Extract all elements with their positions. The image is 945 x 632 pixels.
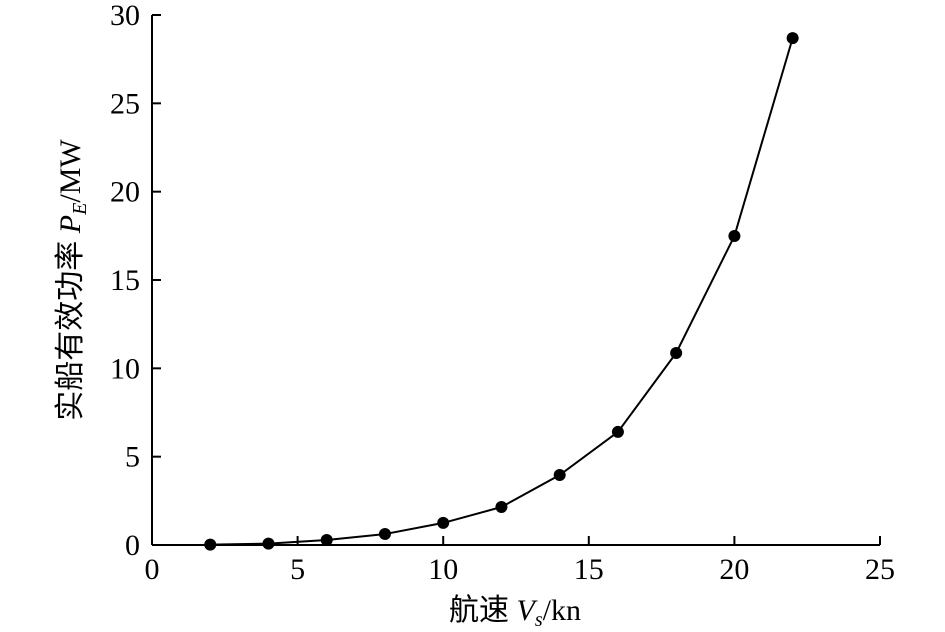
x-tick-label: 5: [290, 553, 305, 586]
point: [378, 528, 391, 541]
x-tick-label: 25: [865, 553, 895, 586]
y-tick-label: 5: [125, 441, 140, 474]
x-tick-label: 15: [574, 553, 604, 586]
point: [204, 538, 217, 551]
line: [210, 37, 794, 546]
point: [262, 537, 275, 550]
point: [437, 516, 450, 529]
y-tick-label: 10: [110, 352, 140, 385]
point: [553, 469, 566, 482]
x-tick-label: 10: [428, 553, 458, 586]
y-axis-label: 实船有效功率 PE/MW: [54, 139, 91, 421]
point: [611, 425, 624, 438]
y-tick-label: 20: [110, 176, 140, 209]
x-tick-label: 20: [719, 553, 749, 586]
y-tick-label: 15: [110, 264, 140, 297]
y-tick-label: 0: [125, 529, 140, 562]
x-axis-label: 航速 Vs/kn: [449, 594, 581, 631]
point: [786, 32, 799, 45]
x-tick-label: 0: [145, 553, 160, 586]
point: [670, 346, 683, 359]
point: [320, 534, 333, 547]
y-tick-label: 25: [110, 87, 140, 120]
point: [495, 501, 508, 514]
point: [728, 230, 741, 243]
y-tick-label: 30: [110, 0, 140, 32]
